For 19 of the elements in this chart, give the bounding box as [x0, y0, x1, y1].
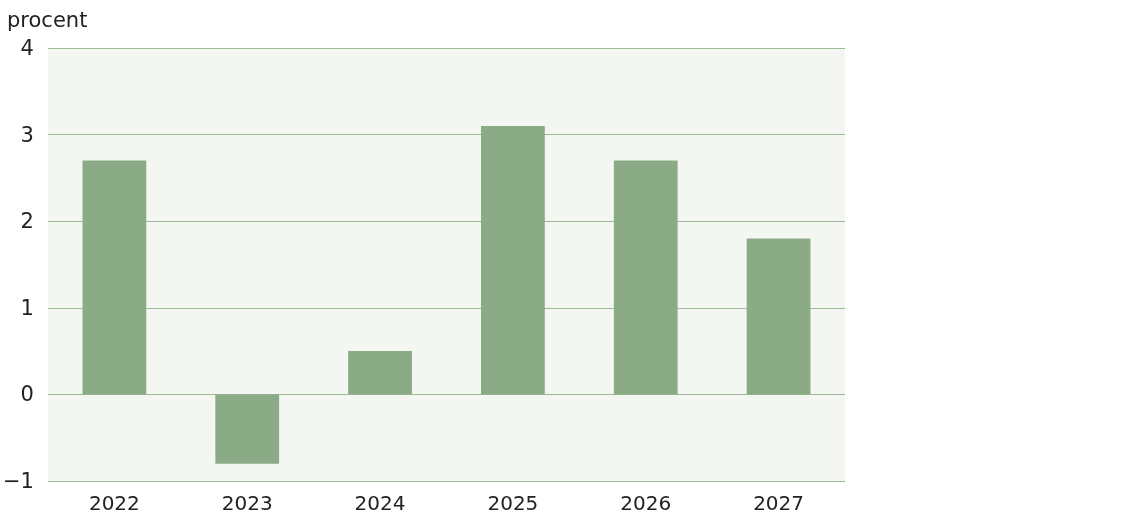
x-tick-label: 2025 — [487, 491, 539, 515]
x-tick-label: 2026 — [620, 491, 672, 515]
y-tick-label: 1 — [20, 295, 34, 320]
y-tick-label: 0 — [20, 382, 34, 407]
y-tick-label: 3 — [20, 122, 34, 147]
x-tick-label: 2022 — [88, 491, 140, 515]
bar — [481, 125, 545, 395]
bar — [613, 160, 678, 395]
bar — [746, 238, 811, 395]
x-tick-label: 2024 — [354, 491, 406, 515]
y-axis-title: procent — [7, 7, 88, 32]
bar — [348, 351, 412, 395]
x-tick-label: 2027 — [753, 491, 805, 515]
y-tick-label: 4 — [20, 36, 34, 60]
x-tick-label: 2023 — [221, 491, 273, 515]
y-tick-label: −1 — [2, 469, 34, 493]
y-tick-label: 2 — [20, 209, 34, 234]
bar — [82, 160, 147, 395]
bar — [215, 394, 280, 464]
